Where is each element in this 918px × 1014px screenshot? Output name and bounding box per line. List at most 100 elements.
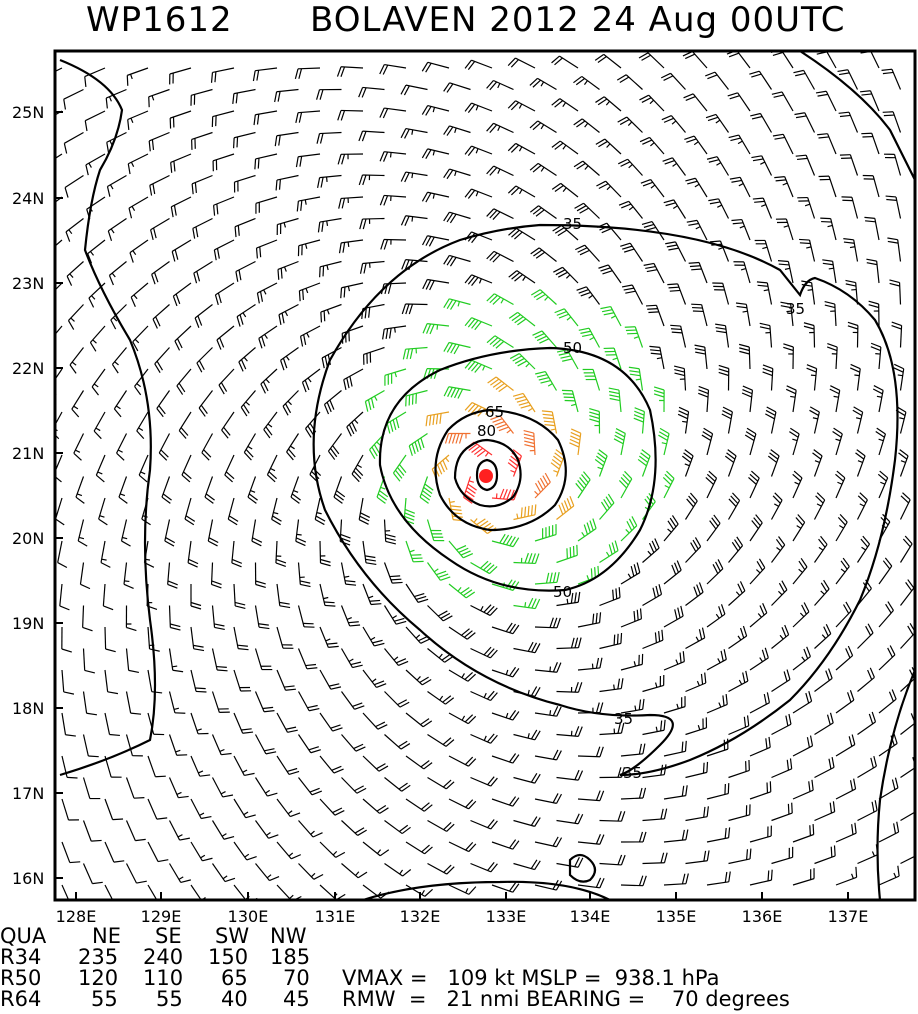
wind-barb — [211, 734, 232, 756]
wind-barb — [247, 476, 258, 504]
wind-barb — [817, 133, 837, 155]
wind-barb — [860, 90, 880, 112]
wind-barb — [857, 667, 875, 692]
wind-barb — [701, 427, 714, 456]
wind-barb — [184, 497, 196, 526]
wind-barb — [211, 777, 234, 798]
wind-barb — [491, 753, 520, 764]
wind-barb — [168, 863, 192, 883]
wind-barb — [337, 153, 364, 165]
wind-barb — [149, 174, 170, 196]
wind-barb — [106, 174, 127, 197]
wind-barb — [233, 712, 254, 734]
wind-barb — [857, 623, 874, 649]
wind-barb — [523, 430, 536, 456]
contour-35kt — [362, 880, 611, 900]
wind-barb — [448, 626, 476, 640]
lon-label: 133E — [486, 907, 527, 926]
wind-barb — [125, 648, 139, 673]
wind-barb — [684, 135, 708, 155]
wind-barb — [685, 850, 710, 865]
wind-barb — [104, 841, 125, 863]
wind-barb — [211, 820, 235, 840]
quadrant-nw: NW — [270, 924, 307, 948]
wind-barb — [682, 51, 708, 69]
wind-barb — [878, 821, 900, 843]
wind-barb — [534, 617, 561, 629]
wind-barb — [856, 492, 868, 520]
wind-barb — [59, 583, 70, 611]
wind-barb — [294, 67, 321, 80]
wind-barb — [728, 536, 744, 563]
wind-barb — [55, 282, 63, 291]
wind-barb — [708, 198, 730, 219]
wind-barb — [877, 470, 889, 499]
wind-barb — [401, 303, 428, 315]
wind-barb — [341, 863, 368, 879]
r64-sw: 40 — [221, 987, 248, 1011]
wind-barb — [465, 441, 493, 458]
wind-barb — [731, 218, 751, 241]
wind-barb — [464, 102, 493, 113]
wind-barb — [427, 648, 454, 663]
wind-barb — [167, 562, 178, 589]
wind-barb — [815, 90, 837, 112]
wind-barb — [706, 559, 724, 585]
wind-barb — [82, 863, 103, 885]
wind-barb — [127, 110, 149, 130]
rmw-bearing-readout: RMW = 21 nmi BEARING = 70 degrees — [342, 987, 790, 1011]
wind-barb — [233, 669, 252, 692]
wind-barb — [193, 260, 213, 284]
wind-barb — [551, 140, 579, 155]
wind-barb — [204, 476, 215, 504]
wind-barb — [65, 218, 84, 242]
wind-barb — [663, 873, 689, 886]
wind-barb — [190, 712, 209, 735]
wind-barb — [464, 359, 493, 373]
wind-barb — [89, 325, 106, 352]
wind-barb — [835, 645, 854, 671]
wind-barb — [772, 133, 794, 155]
wind-barb — [196, 347, 213, 373]
wind-barb — [152, 304, 170, 329]
wind-barb — [792, 824, 815, 843]
wind-barb — [640, 178, 665, 198]
wind-barb — [470, 646, 498, 659]
wind-barb — [642, 675, 665, 693]
wind-barb — [663, 199, 687, 219]
wind-barb — [427, 605, 453, 622]
wind-barb — [663, 560, 682, 585]
wind-barb — [405, 884, 433, 897]
wind-barb — [448, 712, 477, 725]
wind-barb — [316, 131, 342, 144]
wind-barb — [82, 734, 99, 758]
r34-nw: 185 — [270, 945, 311, 969]
wind-barb — [900, 623, 915, 649]
wind-barb — [448, 497, 464, 522]
wind-barb — [171, 239, 192, 262]
wind-barb — [260, 368, 278, 394]
r50-label: R50 — [0, 966, 42, 990]
wind-barb — [832, 427, 843, 456]
wind-barb — [685, 806, 709, 822]
wind-barb — [337, 109, 364, 121]
wind-barb — [359, 260, 385, 274]
wind-barb — [55, 411, 63, 440]
wind-barb — [169, 110, 192, 129]
wind-barb — [663, 651, 685, 671]
wind-barb — [128, 196, 149, 219]
r34-sw: 150 — [208, 945, 249, 969]
wind-barb — [191, 174, 213, 195]
wind-barb — [578, 327, 601, 348]
wind-barb — [556, 813, 584, 825]
wind-barb — [749, 692, 771, 714]
r64-ne: 55 — [91, 987, 118, 1011]
wind-barb — [343, 368, 364, 390]
wind-barb — [847, 321, 859, 348]
wind-barb — [553, 266, 579, 284]
wind-barb — [382, 325, 407, 340]
wind-barb — [556, 769, 584, 781]
storm-info: BOLAVEN 2012 24 Aug 00UTC — [310, 0, 846, 40]
wind-barb — [213, 196, 235, 216]
wind-barb — [280, 347, 299, 371]
